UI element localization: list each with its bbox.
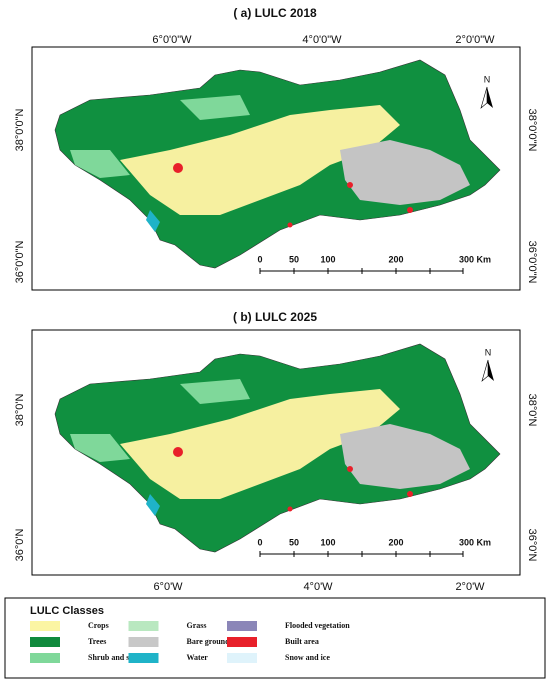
lat-label: 38°0'0"N (14, 109, 26, 152)
panel-a: ( a) LULC 2018 6°0'0"W 4°0'0"W 2°0'0"W 3… (14, 6, 538, 291)
legend-swatch (30, 653, 60, 663)
legend: LULC Classes Crops Trees Shrub and scrub Gr… (4, 597, 546, 679)
panel-title: ( a) LULC 2018 (233, 6, 317, 20)
legend-label: Bare ground (187, 637, 231, 646)
scale-label: 300 Km (459, 254, 491, 264)
lat-label: 36°0'N (14, 529, 26, 562)
north-arrow (480, 86, 488, 109)
legend-label: Shrub and scrub (88, 653, 146, 662)
map (54, 59, 501, 269)
legend-swatch (128, 653, 159, 663)
scale-label: 200 (388, 537, 403, 547)
legend-swatch (30, 621, 60, 631)
legend-label: Grass (187, 621, 207, 630)
legend-label: Flooded vegetation (285, 621, 350, 630)
north-arrow (487, 87, 493, 108)
legend-swatch (128, 621, 159, 631)
legend-label: Water (187, 653, 209, 662)
scale-label: 300 Km (459, 537, 491, 547)
lat-label: 38°0'N (14, 394, 26, 427)
north-label: N (484, 74, 491, 84)
legend-label: Snow and ice (285, 653, 330, 662)
lat-label: 36°0'0"N (14, 241, 26, 284)
panel-title: ( b) LULC 2025 (233, 310, 317, 324)
north-label: N (485, 347, 492, 357)
lat-label: 38°0'0"N (526, 109, 538, 152)
lon-label: 6°0'0"W (152, 34, 192, 46)
north-arrow (481, 359, 489, 382)
scale-label: 0 (257, 537, 262, 547)
legend-label: Built area (285, 637, 319, 646)
scale-label: 100 (320, 537, 335, 547)
scale-bar: 0 50 100 200 300 Km (257, 254, 491, 274)
legend-swatch (128, 637, 159, 647)
lat-label: 36°0'0"N (526, 241, 538, 284)
map (54, 343, 501, 553)
panel-b: ( b) LULC 2025 6°0'W 4°0'W 2°0'W 38°0'N … (14, 310, 538, 593)
lon-label: 4°0'0"W (302, 34, 342, 46)
lat-label: 38°0'N (526, 394, 538, 427)
scale-label: 50 (289, 537, 299, 547)
lon-label: 4°0'W (303, 581, 333, 593)
legend-swatch (227, 637, 257, 647)
legend-box (4, 597, 546, 679)
lon-label: 6°0'W (153, 581, 183, 593)
scale-label: 100 (320, 254, 335, 264)
scale-bar: 0 50 100 200 300 Km (257, 537, 491, 557)
lat-label: 36°0'N (526, 529, 538, 562)
map-frame (31, 329, 521, 576)
legend-label: Crops (88, 621, 109, 630)
map-frame (31, 46, 521, 291)
legend-items: Crops Trees Shrub and scrub Grass Bare groun… (30, 621, 350, 663)
legend-label: Trees (88, 637, 106, 646)
legend-title: LULC Classes (30, 605, 104, 617)
scale-label: 0 (257, 254, 262, 264)
lon-label: 2°0'W (455, 581, 485, 593)
legend-swatch (227, 621, 257, 631)
lon-label: 2°0'0"W (455, 34, 495, 46)
north-arrow (488, 360, 494, 381)
legend-swatch (227, 653, 257, 663)
legend-swatch (30, 637, 60, 647)
scale-label: 50 (289, 254, 299, 264)
scale-label: 200 (388, 254, 403, 264)
